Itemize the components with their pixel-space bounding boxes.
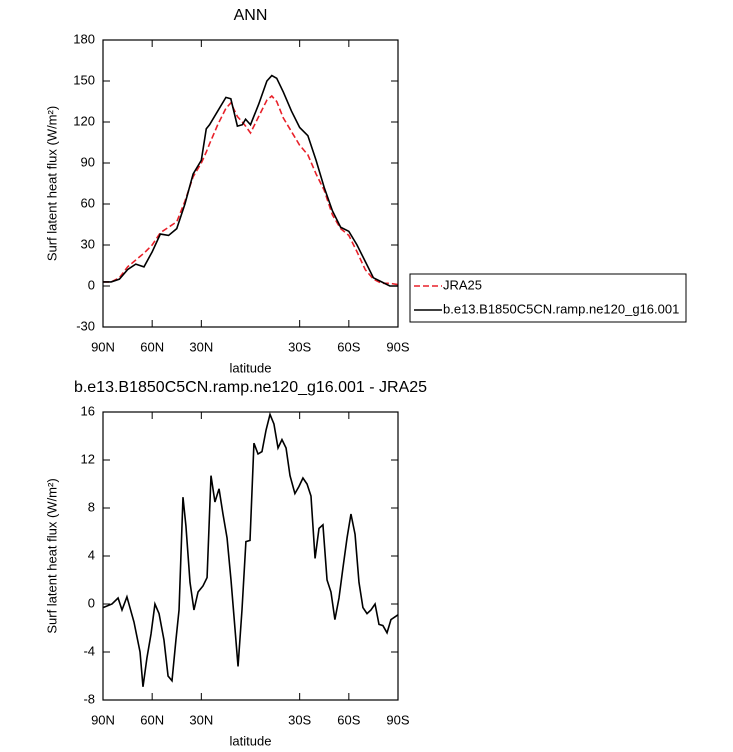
x-axis-label: latitude: [230, 360, 272, 375]
x-tick-label: 90S: [386, 712, 409, 727]
chart-title: ANN: [234, 7, 268, 24]
y-tick-label: 8: [88, 499, 95, 514]
y-tick-label: 60: [81, 195, 95, 210]
y-tick-label: 180: [73, 31, 95, 46]
y-tick-label: 90: [81, 154, 95, 169]
chart-title: b.e13.B1850C5CN.ramp.ne120_g16.001 - JRA…: [74, 379, 427, 396]
y-tick-label: 30: [81, 236, 95, 251]
data-line: [103, 94, 399, 286]
x-tick-label: 90N: [91, 712, 115, 727]
y-tick-label: 0: [88, 277, 95, 292]
x-tick-label: 30N: [189, 712, 213, 727]
y-tick-label: -8: [83, 691, 95, 706]
y-tick-label: -4: [83, 643, 95, 658]
x-tick-label: 60S: [337, 339, 360, 354]
x-tick-label: 60N: [140, 339, 164, 354]
y-tick-label: 4: [88, 547, 95, 562]
y-tick-label: 12: [81, 451, 95, 466]
x-tick-label: 60N: [140, 712, 164, 727]
legend-label: b.e13.B1850C5CN.ramp.ne120_g16.001: [443, 301, 679, 316]
y-tick-label: -30: [76, 318, 95, 333]
y-tick-label: 120: [73, 113, 95, 128]
y-axis-label: Surf latent heat flux (W/m²): [44, 106, 59, 261]
x-tick-label: 30S: [288, 339, 311, 354]
y-axis-label: Surf latent heat flux (W/m²): [44, 478, 59, 633]
x-axis-label: latitude: [230, 733, 272, 748]
x-tick-label: 90N: [91, 339, 115, 354]
data-line: [103, 74, 398, 287]
x-tick-label: 30N: [189, 339, 213, 354]
y-tick-label: 16: [81, 403, 95, 418]
plot-frame: [102, 411, 399, 701]
y-tick-label: 150: [73, 72, 95, 87]
legend-label: JRA25: [443, 277, 482, 292]
data-line: [102, 411, 399, 687]
x-tick-label: 30S: [288, 712, 311, 727]
plot-frame: [102, 39, 399, 328]
y-tick-label: 0: [88, 595, 95, 610]
x-tick-label: 60S: [337, 712, 360, 727]
x-tick-label: 90S: [386, 339, 409, 354]
legend-box: [409, 273, 687, 323]
